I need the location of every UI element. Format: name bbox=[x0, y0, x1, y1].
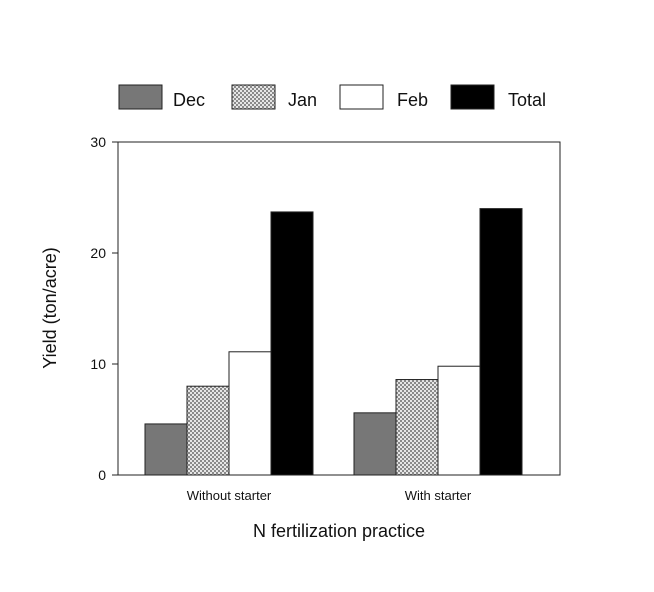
legend-swatch-feb bbox=[339, 84, 384, 110]
legend: Dec Jan Feb Total bbox=[118, 84, 546, 110]
bar-dec-without-starter bbox=[144, 423, 188, 476]
bar-jan-with-starter bbox=[395, 379, 439, 476]
bar-feb-without-starter bbox=[228, 351, 272, 476]
y-tick-label: 0 bbox=[98, 467, 106, 483]
bar-total-without-starter bbox=[270, 211, 314, 476]
bar-total-with-starter bbox=[479, 208, 523, 476]
bar-feb-with-starter bbox=[437, 365, 481, 476]
legend-label-feb: Feb bbox=[397, 90, 428, 110]
y-tick-label: 20 bbox=[90, 245, 106, 261]
x-axis: Without starter With starter bbox=[187, 488, 472, 503]
legend-label-dec: Dec bbox=[173, 90, 205, 110]
plot-frame bbox=[117, 141, 561, 476]
bar-dec-with-starter bbox=[353, 412, 397, 476]
legend-label-jan: Jan bbox=[288, 90, 317, 110]
y-axis: 0 10 20 30 bbox=[90, 134, 118, 483]
y-tick-label: 10 bbox=[90, 356, 106, 372]
legend-label-total: Total bbox=[508, 90, 546, 110]
bars bbox=[144, 208, 523, 476]
x-tick-label: With starter bbox=[405, 488, 472, 503]
legend-swatch-dec bbox=[118, 84, 163, 110]
y-tick-label: 30 bbox=[90, 134, 106, 150]
legend-swatch-total bbox=[450, 84, 495, 110]
x-tick-label: Without starter bbox=[187, 488, 272, 503]
x-axis-title: N fertilization practice bbox=[253, 521, 425, 541]
y-axis-title: Yield (ton/acre) bbox=[40, 247, 60, 368]
legend-swatch-jan bbox=[231, 84, 276, 110]
bar-jan-without-starter bbox=[186, 385, 230, 476]
